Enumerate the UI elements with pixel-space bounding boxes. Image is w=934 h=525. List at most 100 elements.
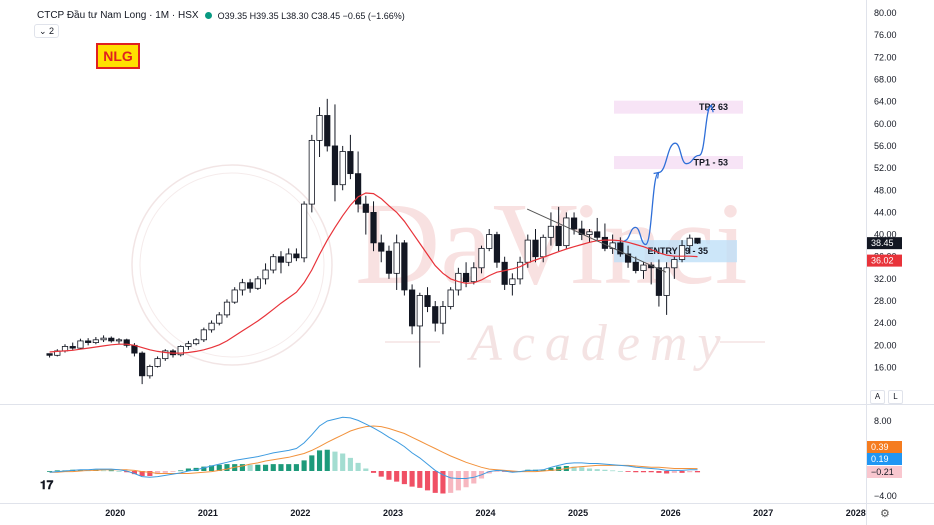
candle-body: [516, 261, 524, 280]
candle-body: [578, 228, 585, 235]
tradingview-logo-icon[interactable]: 𝟏𝟕: [40, 478, 54, 492]
price-axis-tick-label: 68.00: [874, 74, 897, 84]
time-axis-tick-label: 2024: [476, 508, 496, 518]
price-axis-tick-label: 32.00: [874, 274, 897, 284]
macd-histogram-bar: [586, 468, 593, 471]
watermark-subtext: Academy: [467, 315, 731, 372]
candle-body: [92, 339, 99, 343]
candle-body: [339, 151, 346, 186]
candle-body: [501, 261, 508, 285]
candle-body: [285, 253, 292, 263]
candle-body: [69, 346, 76, 349]
macd-histogram-bar: [239, 464, 245, 471]
macd-histogram-bar: [293, 464, 299, 471]
macd-histogram-bar: [610, 470, 616, 472]
macd-histogram-bar: [509, 471, 515, 473]
tp1-zone-box: [614, 156, 743, 170]
projection-path: [624, 104, 712, 246]
candle-body: [370, 212, 377, 244]
candle-body: [624, 253, 632, 263]
macd-histogram-bar: [625, 471, 631, 472]
macd-histogram-bar: [147, 471, 153, 476]
candle-body: [208, 322, 215, 331]
market-status-dot-icon: [204, 12, 212, 19]
candle-body: [555, 225, 562, 247]
candle-body: [424, 295, 431, 307]
macd-histogram-bar: [224, 464, 230, 471]
candle-body: [115, 339, 123, 342]
candle-body: [671, 259, 678, 269]
candle-body: [416, 295, 423, 327]
candle-body: [347, 151, 354, 175]
candle-body: [316, 115, 323, 141]
macd-histogram-bar: [262, 464, 269, 471]
macd-histogram-bar: [47, 471, 53, 472]
macd-histogram-bar: [556, 466, 562, 471]
candle-body: [131, 344, 138, 354]
candle-body: [594, 231, 601, 238]
candle-body: [586, 231, 593, 235]
time-axis-tick-label: 2028: [846, 508, 866, 518]
candle-body: [663, 267, 670, 296]
macd-histogram-bar: [409, 471, 415, 487]
candle-body: [231, 289, 238, 303]
macd-value-tag: [867, 453, 902, 465]
candle-body: [601, 236, 609, 249]
candle-body: [447, 289, 454, 307]
macd-histogram-bar: [347, 457, 353, 471]
candle-body: [432, 306, 439, 324]
symbol-title[interactable]: CTCP Đầu tư Nam Long · 1M · HSX: [37, 10, 199, 21]
time-axis-tick-label: 2020: [105, 508, 125, 518]
entry-zone-box: [614, 240, 737, 263]
candle-body: [216, 314, 223, 324]
macd-axis-tick-label: −4.00: [874, 491, 897, 501]
time-axis-tick-label: 2027: [753, 508, 773, 518]
macd-histogram-bar: [455, 471, 461, 491]
macd-histogram-bar: [370, 471, 377, 473]
price-axis-tick-label: 52.00: [874, 163, 897, 173]
macd-histogram-bar: [494, 471, 500, 472]
candle-body: [162, 350, 169, 360]
macd-histogram-bar: [571, 466, 577, 471]
collapse-indicators-button[interactable]: ⌄ 2: [34, 24, 60, 38]
moving-average-line: [49, 192, 698, 354]
candle-body: [563, 217, 570, 247]
auto-scale-button[interactable]: A: [870, 390, 885, 404]
gear-icon[interactable]: ⚙: [880, 508, 890, 520]
log-scale-button[interactable]: L: [888, 390, 903, 404]
price-axis-tick-label: 72.00: [874, 52, 897, 62]
candle-body: [193, 339, 200, 345]
ohlc-readout: O39.35 H39.35 L38.30 C38.45 −0.65 (−1.66…: [217, 10, 405, 21]
candle-body: [77, 340, 84, 349]
macd-histogram-bar: [579, 467, 585, 471]
macd-histogram-bar: [216, 464, 222, 471]
macd-value-label: 0.39: [871, 442, 889, 452]
macd-histogram-bar: [424, 471, 431, 491]
candle-body: [408, 289, 416, 327]
macd-histogram-bar: [640, 471, 647, 473]
macd-axis-tick-label: 8.00: [874, 416, 892, 426]
candle-body: [123, 339, 130, 346]
macd-histogram-bar: [178, 470, 184, 472]
candle-body: [139, 352, 146, 377]
candle-body: [46, 353, 53, 356]
macd-histogram-bar: [201, 466, 207, 471]
candle-body: [486, 234, 493, 249]
macd-histogram-bar: [602, 469, 608, 471]
watermark-circle-icon: [131, 164, 333, 366]
candle-body: [270, 256, 277, 271]
macd-histogram-bar: [316, 450, 323, 471]
candle-body: [470, 267, 477, 283]
candle-body: [540, 236, 547, 258]
macd-histogram-bar: [463, 471, 469, 488]
candle-body: [262, 269, 269, 280]
ticker-badge: NLG: [96, 43, 140, 69]
candle-body: [254, 278, 261, 289]
candle-body: [439, 306, 447, 324]
watermark-inner-circle-icon: [139, 172, 325, 358]
candle-body: [570, 217, 578, 230]
macd-histogram-bar: [363, 468, 369, 471]
candle-body: [223, 301, 231, 316]
candle-body: [401, 242, 408, 291]
